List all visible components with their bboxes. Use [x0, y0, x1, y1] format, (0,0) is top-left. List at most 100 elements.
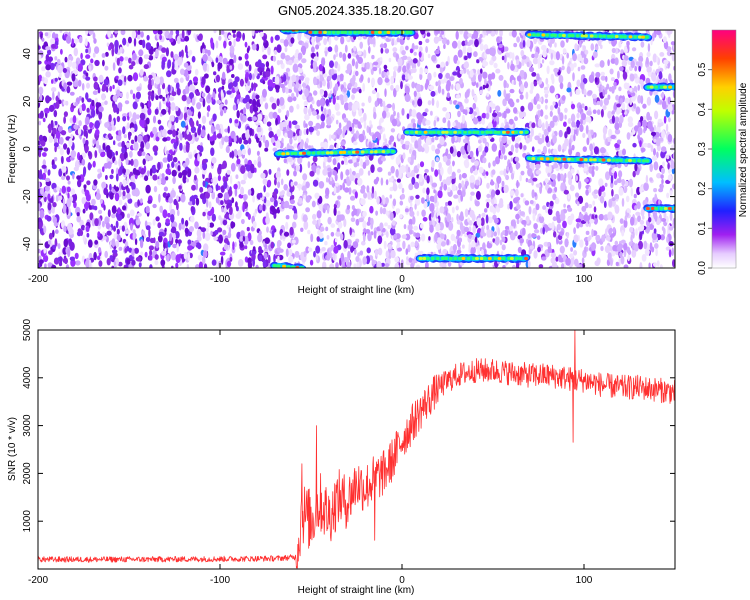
noise-speck [162, 137, 168, 142]
noise-speck [61, 165, 67, 173]
noise-speck [345, 169, 350, 176]
noise-speck [456, 213, 459, 221]
noise-speck [272, 111, 278, 119]
noise-speck [55, 131, 61, 139]
noise-speck [536, 73, 540, 82]
noise-speck [578, 180, 582, 190]
noise-speck [667, 174, 673, 182]
noise-speck [320, 89, 323, 94]
noise-speck [291, 194, 295, 200]
noise-speck [265, 61, 270, 68]
noise-speck [449, 146, 454, 154]
noise-speck [87, 239, 93, 248]
noise-speck [576, 201, 580, 207]
noise-speck [74, 38, 80, 43]
noise-speck [40, 140, 46, 147]
noise-speck [412, 100, 415, 106]
noise-speck [265, 216, 270, 225]
noise-speck [531, 122, 536, 129]
noise-speck [388, 177, 394, 183]
noise-speck [446, 92, 450, 99]
noise-speck [91, 99, 95, 107]
noise-speck [591, 228, 594, 238]
noise-speck [291, 221, 297, 229]
noise-speck [57, 243, 61, 250]
noise-speck [38, 248, 41, 254]
noise-speck [439, 186, 443, 192]
noise-speck [634, 205, 638, 211]
noise-speck [526, 39, 531, 48]
noise-speck [414, 240, 418, 248]
noise-speck [236, 31, 242, 40]
noise-speck [398, 182, 403, 190]
noise-speck [442, 248, 448, 254]
noise-speck [71, 61, 77, 69]
noise-speck [281, 137, 284, 143]
noise-speck [531, 233, 537, 238]
noise-speck [619, 66, 624, 72]
noise-speck [463, 226, 470, 232]
noise-speck [469, 195, 473, 202]
noise-speck [249, 239, 254, 246]
noise-speck [662, 161, 665, 168]
noise-speck [671, 247, 674, 256]
noise-speck [187, 168, 192, 178]
noise-speck [505, 225, 510, 230]
noise-speck [189, 49, 193, 56]
noise-speck [497, 202, 504, 208]
noise-speck [97, 255, 101, 261]
noise-speck [66, 147, 71, 155]
noise-speck [537, 246, 541, 253]
noise-speck [413, 51, 417, 56]
noise-speck [192, 76, 199, 83]
noise-speck [623, 55, 629, 61]
noise-speck [48, 250, 53, 256]
noise-speck [284, 46, 288, 53]
noise-speck [316, 210, 322, 219]
noise-speck [228, 41, 232, 46]
noise-speck [632, 142, 637, 148]
noise-speck [562, 220, 567, 229]
noise-speck [217, 62, 223, 70]
noise-speck [104, 65, 109, 71]
noise-speck [119, 46, 123, 54]
noise-speck [267, 46, 271, 56]
noise-speck [494, 218, 499, 224]
noise-speck [336, 127, 343, 136]
noise-speck [484, 208, 488, 213]
noise-speck [579, 263, 583, 268]
noise-speck [445, 148, 449, 156]
noise-speck [430, 90, 436, 97]
noise-speck [75, 160, 80, 169]
noise-speck [510, 157, 513, 162]
noise-speck [135, 256, 142, 262]
noise-speck [132, 52, 137, 61]
noise-speck [538, 264, 544, 268]
noise-speck [447, 120, 451, 129]
noise-speck [263, 36, 267, 44]
noise-speck [446, 238, 450, 246]
noise-speck [387, 225, 392, 229]
noise-speck [294, 52, 299, 59]
noise-speck [555, 51, 561, 61]
noise-speck [224, 99, 228, 105]
noise-speck [330, 223, 336, 228]
noise-speck [247, 213, 251, 220]
noise-speck [600, 75, 606, 81]
noise-speck [565, 257, 571, 266]
noise-speck [561, 55, 565, 65]
noise-speck [85, 48, 89, 54]
noise-speck [116, 115, 121, 123]
noise-speck [398, 133, 401, 139]
noise-speck [569, 57, 573, 62]
noise-speck [328, 97, 332, 103]
noise-speck [93, 251, 97, 261]
noise-speck [453, 148, 457, 156]
noise-speck [118, 246, 123, 251]
noise-speck [341, 160, 345, 165]
noise-speck [263, 252, 268, 259]
noise-speck [479, 89, 483, 95]
noise-speck [248, 72, 252, 81]
noise-speck [228, 82, 233, 90]
noise-speck [151, 78, 154, 86]
